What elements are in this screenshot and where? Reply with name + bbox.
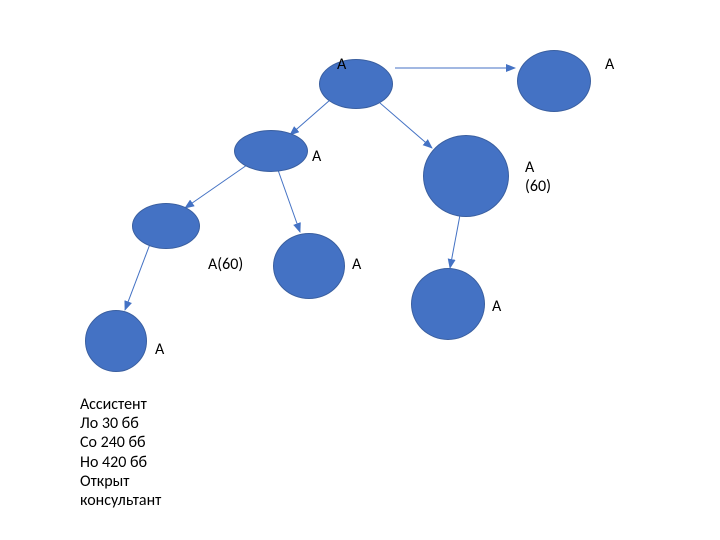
tree-node (517, 50, 591, 112)
tree-node (273, 233, 345, 299)
node-label: А (155, 340, 164, 359)
tree-node (423, 135, 509, 217)
tree-node (411, 268, 485, 340)
tree-node (85, 310, 147, 372)
caption-block: Ассистент Ло 30 бб Со 240 бб Но 420 бб О… (80, 395, 161, 510)
edge (185, 165, 247, 208)
node-label: А(60) (208, 255, 243, 274)
edge (450, 215, 460, 268)
edge (290, 100, 330, 135)
edge (380, 103, 432, 148)
node-label: А (312, 147, 321, 166)
node-label: А (605, 55, 614, 74)
edge (278, 170, 300, 232)
tree-node (132, 203, 200, 249)
node-label: А (352, 255, 361, 274)
node-label: А (337, 55, 346, 74)
node-label: А (60) (525, 158, 551, 196)
tree-node (234, 130, 308, 172)
edge (125, 244, 150, 310)
node-label: А (492, 297, 501, 316)
tree-node (319, 59, 393, 109)
